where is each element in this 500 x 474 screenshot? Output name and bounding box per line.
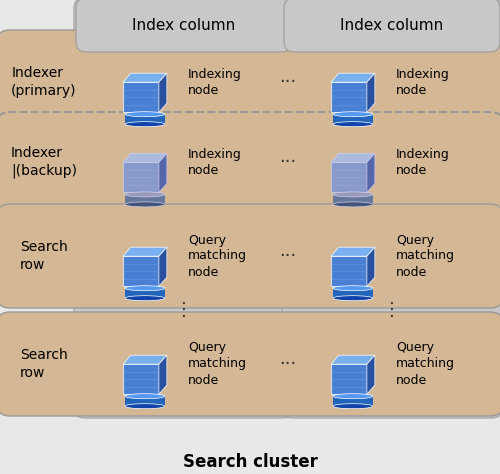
Polygon shape — [331, 256, 367, 286]
Ellipse shape — [333, 122, 373, 127]
Text: ···: ··· — [280, 355, 296, 373]
Polygon shape — [123, 364, 159, 394]
Polygon shape — [333, 288, 373, 298]
Polygon shape — [331, 82, 367, 112]
Text: Query
matching
node: Query matching node — [396, 234, 455, 279]
Polygon shape — [159, 154, 167, 192]
Text: ⋮: ⋮ — [383, 301, 401, 319]
FancyBboxPatch shape — [284, 0, 500, 52]
Polygon shape — [331, 355, 375, 364]
FancyBboxPatch shape — [282, 0, 500, 418]
Polygon shape — [367, 154, 375, 192]
Text: Query
matching
node: Query matching node — [396, 341, 455, 386]
Polygon shape — [125, 194, 165, 204]
Polygon shape — [331, 247, 375, 256]
Text: ⋮: ⋮ — [175, 301, 193, 319]
FancyBboxPatch shape — [0, 204, 500, 308]
Polygon shape — [125, 396, 165, 406]
Polygon shape — [123, 163, 159, 192]
Polygon shape — [333, 114, 373, 124]
Polygon shape — [125, 114, 165, 124]
Text: Indexing
node: Indexing node — [188, 147, 242, 176]
Polygon shape — [123, 247, 167, 256]
Text: ···: ··· — [280, 73, 296, 91]
Text: Index column: Index column — [340, 18, 444, 33]
Polygon shape — [367, 73, 375, 112]
Text: ···: ··· — [280, 247, 296, 265]
Polygon shape — [123, 154, 167, 163]
Text: Query
matching
node: Query matching node — [188, 234, 247, 279]
Text: Indexer
|(backup): Indexer |(backup) — [11, 146, 77, 178]
Polygon shape — [331, 163, 367, 192]
Polygon shape — [331, 154, 375, 163]
FancyBboxPatch shape — [76, 0, 292, 52]
Text: Indexing
node: Indexing node — [396, 147, 450, 176]
Ellipse shape — [333, 202, 373, 207]
Polygon shape — [367, 355, 375, 394]
Polygon shape — [333, 194, 373, 204]
Polygon shape — [123, 73, 167, 82]
Polygon shape — [333, 396, 373, 406]
Ellipse shape — [333, 296, 373, 301]
Ellipse shape — [333, 394, 373, 399]
Polygon shape — [123, 355, 167, 364]
FancyBboxPatch shape — [0, 30, 500, 134]
Text: Index column: Index column — [132, 18, 236, 33]
Polygon shape — [123, 82, 159, 112]
Text: Query
matching
node: Query matching node — [188, 341, 247, 386]
Ellipse shape — [125, 394, 165, 399]
Text: Indexing
node: Indexing node — [188, 67, 242, 97]
Polygon shape — [331, 73, 375, 82]
Polygon shape — [331, 364, 367, 394]
Text: Search
row: Search row — [20, 240, 68, 272]
Polygon shape — [159, 73, 167, 112]
Ellipse shape — [333, 112, 373, 117]
Text: Indexer
(primary): Indexer (primary) — [11, 66, 77, 98]
Ellipse shape — [333, 192, 373, 197]
Ellipse shape — [125, 202, 165, 207]
Ellipse shape — [125, 286, 165, 291]
Ellipse shape — [333, 404, 373, 409]
Text: Indexing
node: Indexing node — [396, 67, 450, 97]
Polygon shape — [125, 288, 165, 298]
Text: Search cluster: Search cluster — [182, 453, 318, 471]
FancyBboxPatch shape — [74, 0, 294, 418]
FancyBboxPatch shape — [0, 312, 500, 416]
Ellipse shape — [125, 112, 165, 117]
Polygon shape — [367, 247, 375, 286]
Ellipse shape — [125, 192, 165, 197]
FancyBboxPatch shape — [0, 112, 500, 212]
Text: ···: ··· — [280, 153, 296, 171]
Text: Search
row: Search row — [20, 348, 68, 380]
Ellipse shape — [333, 286, 373, 291]
Ellipse shape — [125, 122, 165, 127]
Polygon shape — [159, 247, 167, 286]
Ellipse shape — [125, 296, 165, 301]
Polygon shape — [159, 355, 167, 394]
Polygon shape — [123, 256, 159, 286]
Ellipse shape — [125, 404, 165, 409]
